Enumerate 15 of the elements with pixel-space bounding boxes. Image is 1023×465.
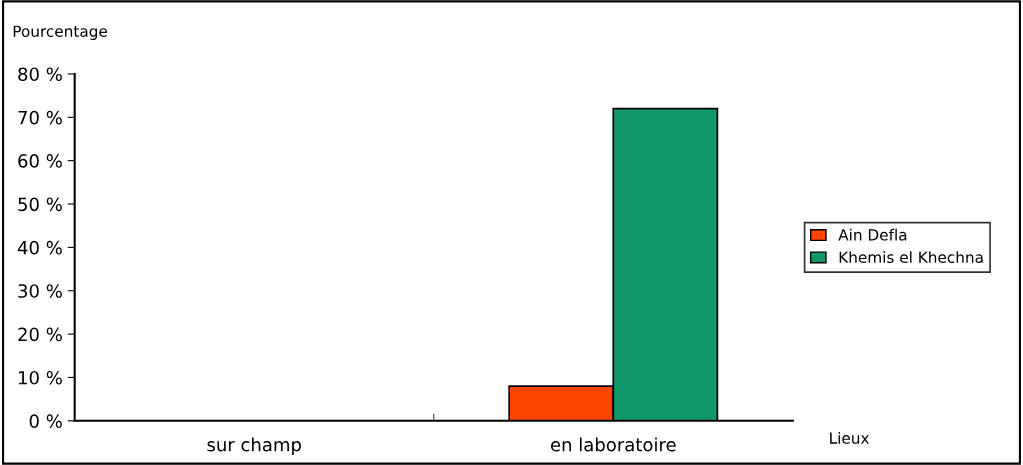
y-tick-label: 0 % (29, 414, 62, 428)
y-tick-label: 50 % (18, 197, 62, 212)
y-tick-label: 80 % (18, 67, 62, 82)
x-tick-label: en laboratoire (550, 437, 676, 452)
y-tick-label: 60 % (18, 154, 62, 168)
legend-label: Ain Defla (838, 228, 907, 241)
y-tick-label: 30 % (18, 284, 62, 298)
legend-label: Khemis el Khechna (839, 251, 983, 264)
y-tick-label: 10 % (18, 370, 62, 385)
y-tick-label: 20 % (18, 327, 62, 342)
y-tick-label: 40 % (17, 240, 62, 255)
x-tick-label: sur champ (207, 437, 301, 455)
y-tick-label: 70 % (18, 110, 62, 125)
y-axis-title: Pourcentage (13, 25, 108, 40)
x-axis-title: Lieux (830, 432, 870, 444)
